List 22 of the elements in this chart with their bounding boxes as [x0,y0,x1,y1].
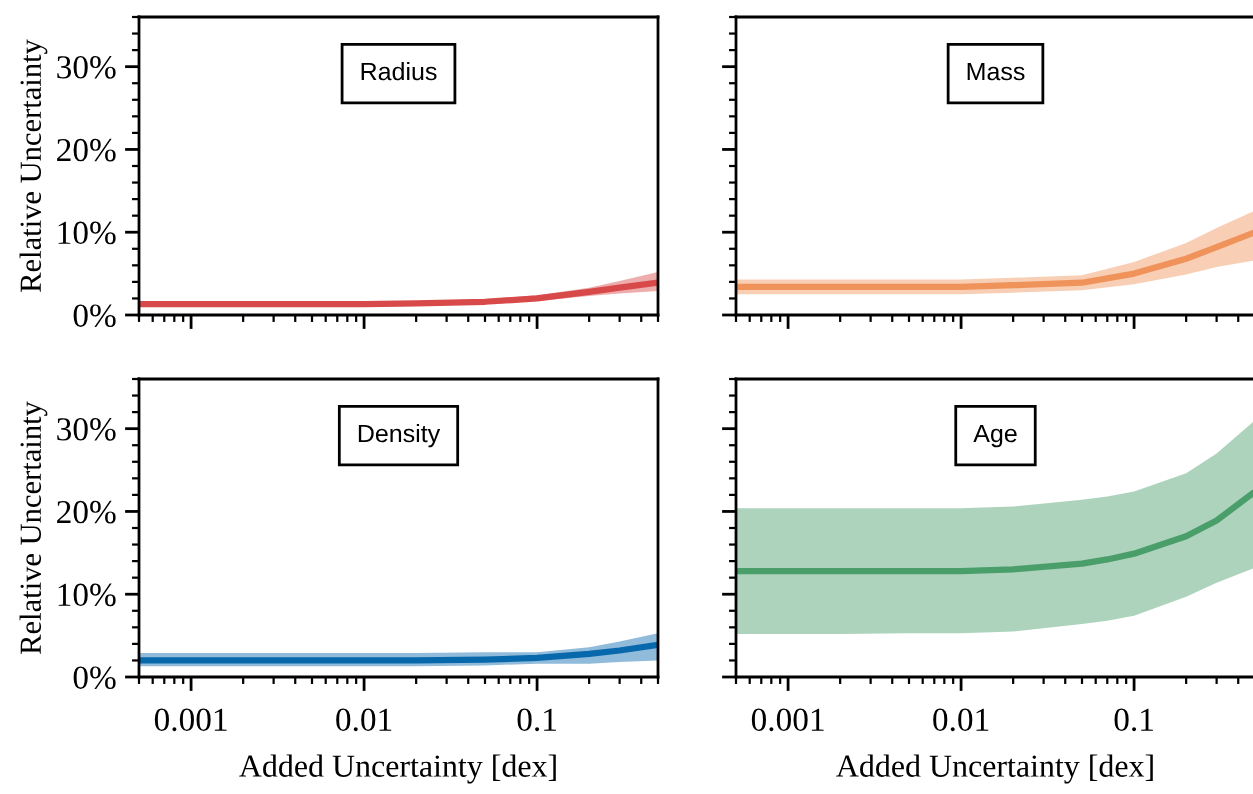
y-tick-label: 20% [57,138,116,162]
y-tick-label: 10% [58,583,116,607]
annotation: Radius [361,61,437,81]
annotation: Mass [967,62,1025,81]
annotation: Density [358,423,441,448]
y-tick-label: 30% [57,56,116,79]
annotation: Age [973,424,1017,448]
x-tick-label: 0.1 [517,708,556,732]
y-tick-label: 10% [58,221,116,245]
x-tick-label: 0.001 [751,708,824,732]
x-axis-title: Added Uncertainty [dex] [836,754,1153,784]
x-tick-label: 0.001 [154,708,227,732]
x-axis-title: Added Uncertainty [dex] [239,754,556,784]
x-tick-label: 0.01 [933,708,989,732]
y-axis-title: Relative Uncertainty [19,39,48,292]
y-tick-label: 0% [73,666,116,689]
x-tick-label: 0.1 [1114,708,1153,732]
y-tick-label: 30% [57,418,116,441]
y-tick-label: 0% [73,304,116,327]
x-tick-label: 0.01 [336,708,392,732]
y-tick-label: 20% [57,500,116,524]
y-axis-title: Relative Uncertainty [19,401,48,654]
